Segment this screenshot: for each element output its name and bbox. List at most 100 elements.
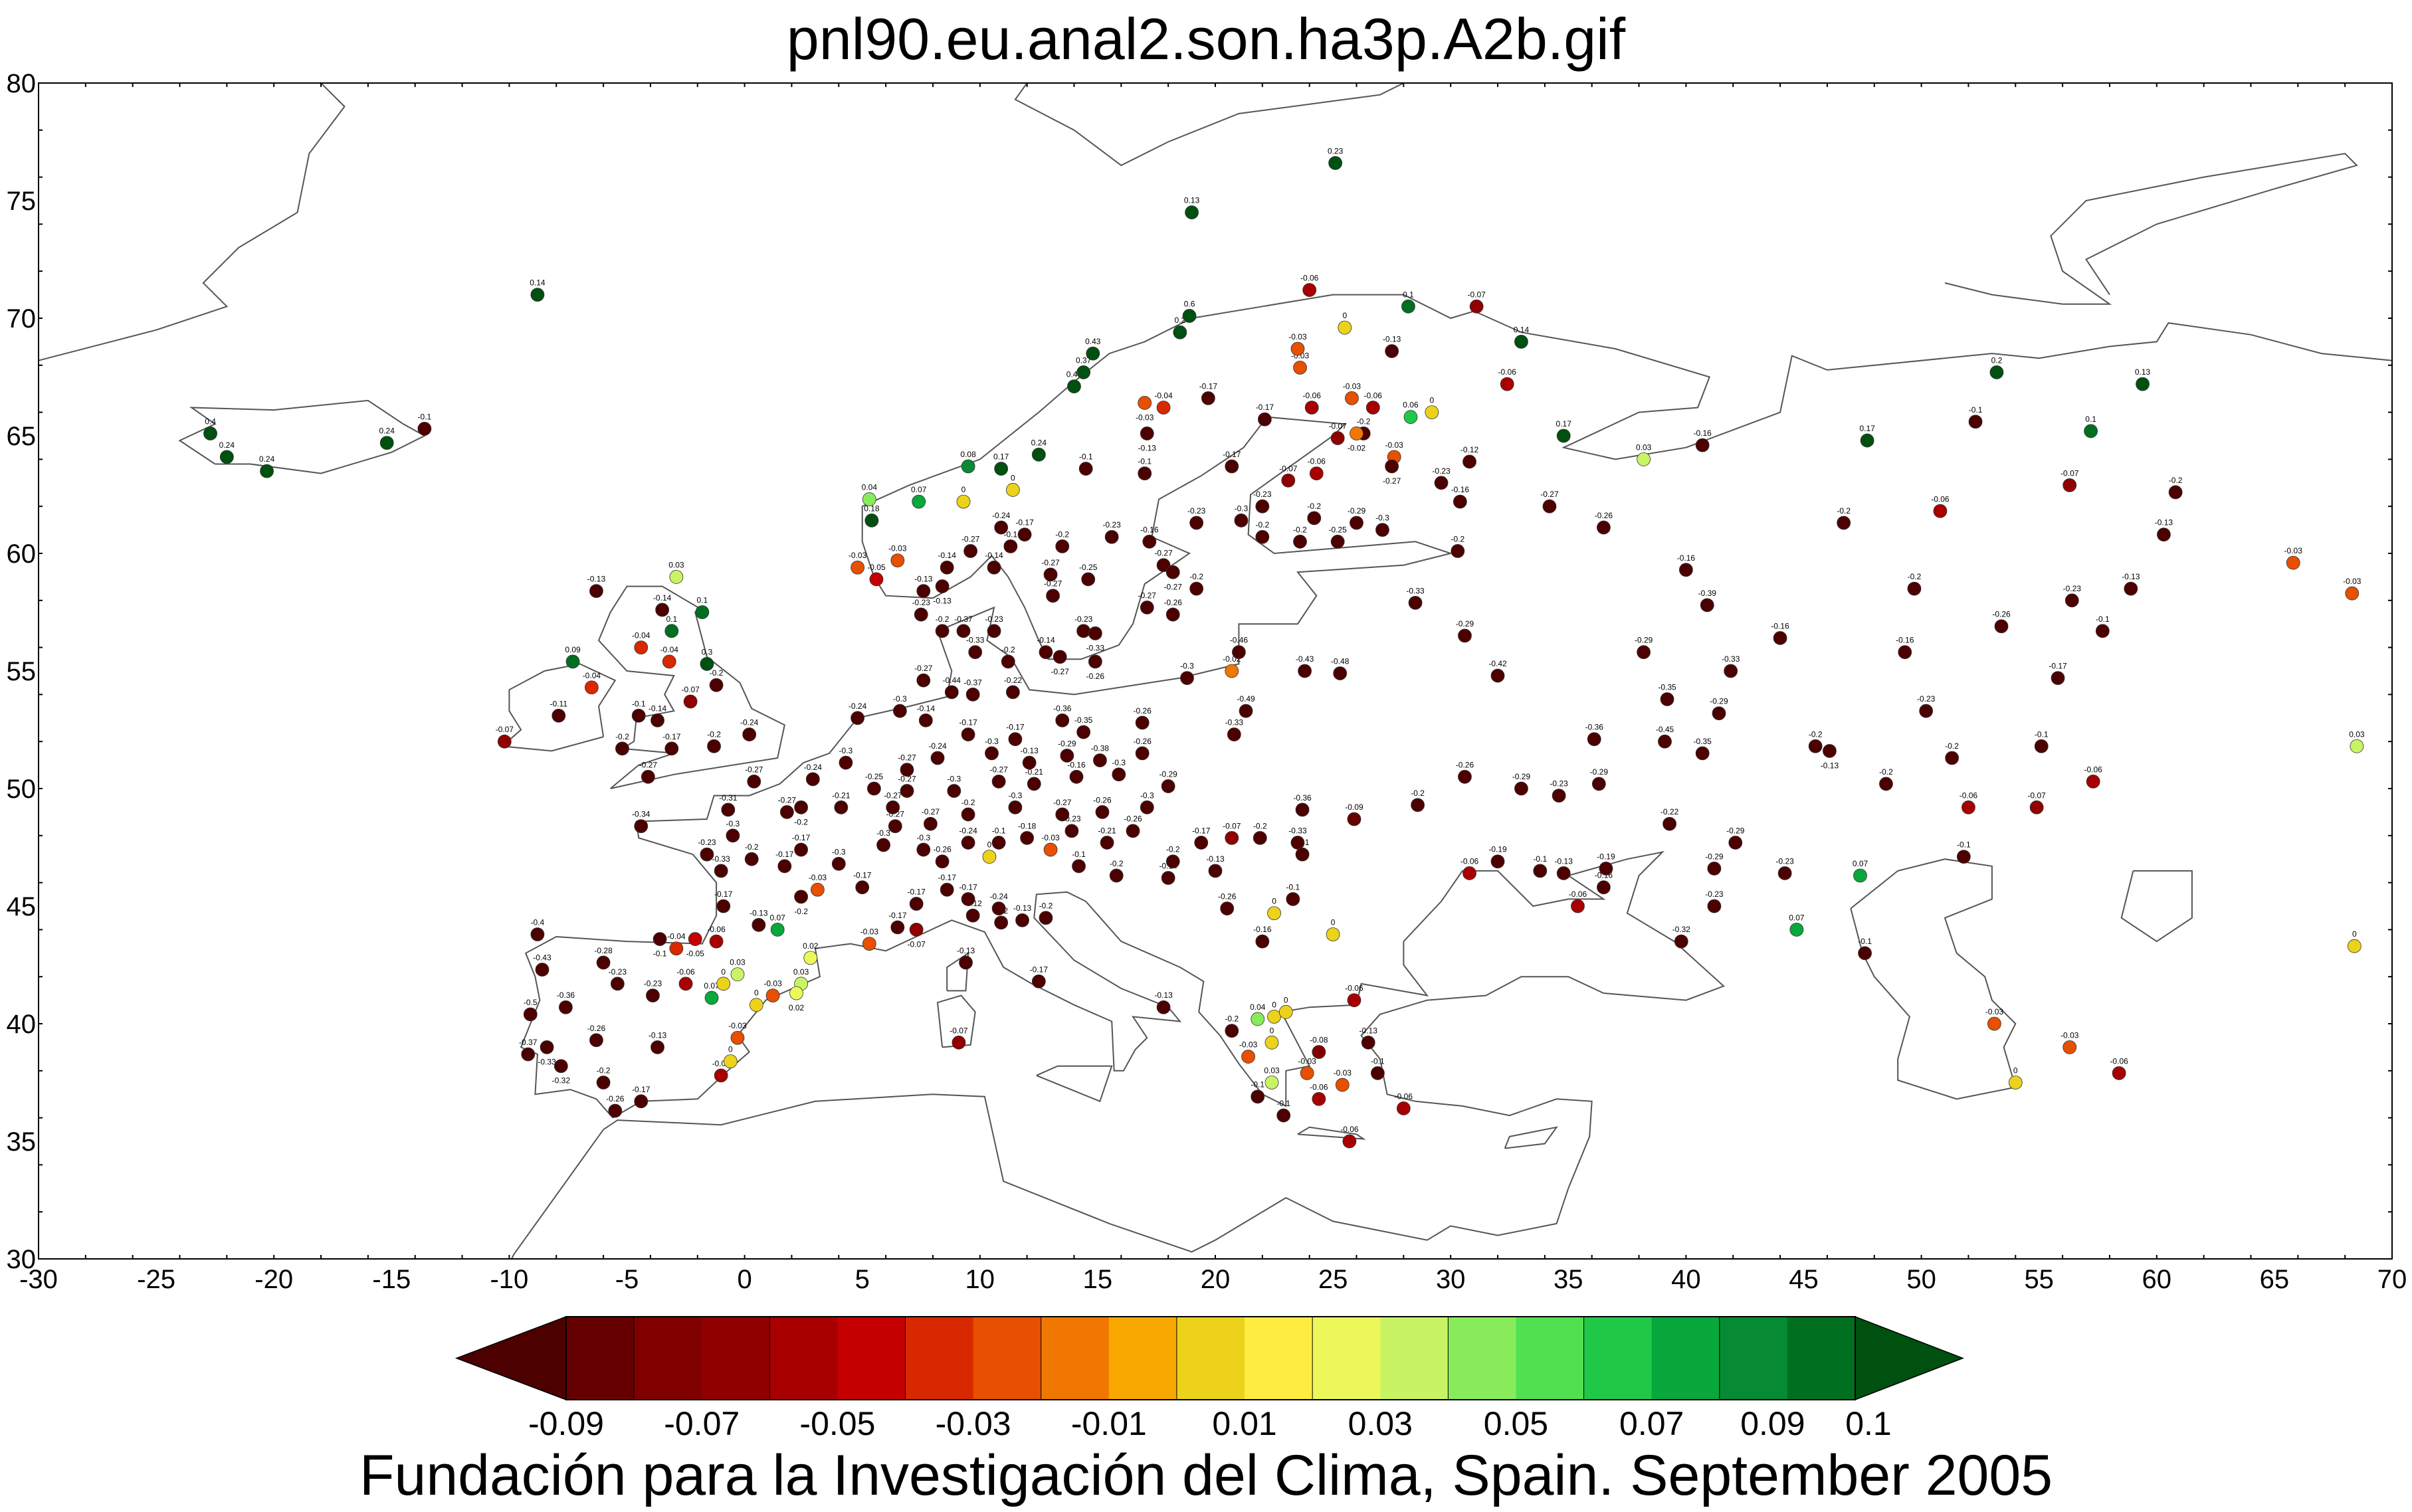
station-marker[interactable] [1411, 798, 1425, 812]
station-marker[interactable] [789, 986, 803, 1000]
station-marker[interactable] [867, 781, 881, 796]
station-marker[interactable] [811, 882, 825, 897]
station-marker[interactable] [851, 711, 865, 725]
station-marker[interactable] [1728, 836, 1743, 850]
station-marker[interactable] [864, 514, 879, 527]
station-marker[interactable] [892, 704, 907, 718]
station-marker[interactable] [1345, 391, 1359, 405]
station-marker[interactable] [610, 977, 625, 991]
station-marker[interactable] [1674, 934, 1688, 949]
station-marker[interactable] [1078, 462, 1093, 476]
station-marker[interactable] [1140, 426, 1154, 440]
station-marker[interactable] [1253, 830, 1267, 845]
station-marker[interactable] [2008, 1076, 2023, 1089]
station-marker[interactable] [890, 920, 905, 935]
station-marker[interactable] [1347, 993, 1361, 1007]
station-marker[interactable] [916, 584, 931, 599]
station-marker[interactable] [497, 734, 512, 749]
station-marker[interactable] [1126, 824, 1140, 838]
station-marker[interactable] [1469, 299, 1484, 314]
station-marker[interactable] [540, 1040, 554, 1054]
station-marker[interactable] [947, 784, 961, 798]
station-marker[interactable] [1081, 572, 1096, 587]
station-marker[interactable] [987, 624, 1001, 638]
station-marker[interactable] [1907, 581, 1922, 596]
station-marker[interactable] [1837, 516, 1851, 530]
station-marker[interactable] [1088, 654, 1102, 669]
station-marker[interactable] [1173, 325, 1187, 339]
station-marker[interactable] [1302, 283, 1317, 297]
station-marker[interactable] [1514, 781, 1528, 796]
station-marker[interactable] [1330, 431, 1345, 445]
station-marker[interactable] [803, 951, 818, 965]
station-marker[interactable] [2084, 424, 2098, 438]
station-marker[interactable] [1104, 529, 1119, 544]
station-marker[interactable] [909, 923, 924, 937]
station-marker[interactable] [1695, 746, 1710, 761]
station-marker[interactable] [777, 859, 792, 874]
station-marker[interactable] [944, 685, 959, 700]
station-marker[interactable] [1165, 607, 1180, 622]
station-marker[interactable] [1552, 789, 1566, 803]
station-marker[interactable] [596, 955, 611, 970]
station-marker[interactable] [1347, 812, 1361, 826]
station-marker[interactable] [900, 763, 914, 777]
station-marker[interactable] [961, 892, 975, 906]
station-marker[interactable] [1015, 913, 1029, 927]
station-marker[interactable] [1370, 1066, 1385, 1080]
station-marker[interactable] [1700, 598, 1714, 613]
station-marker[interactable] [1490, 854, 1505, 869]
station-marker[interactable] [794, 842, 809, 857]
station-marker[interactable] [1773, 631, 1787, 645]
station-marker[interactable] [664, 624, 679, 638]
station-marker[interactable] [1138, 466, 1152, 481]
station-marker[interactable] [1088, 626, 1102, 640]
station-marker[interactable] [596, 1076, 611, 1089]
station-marker[interactable] [742, 727, 757, 741]
station-marker[interactable] [1678, 563, 1693, 577]
station-marker[interactable] [930, 751, 945, 765]
station-marker[interactable] [589, 1033, 603, 1048]
station-marker[interactable] [1251, 1012, 1265, 1026]
station-marker[interactable] [1451, 544, 1465, 558]
station-marker[interactable] [916, 673, 931, 688]
station-marker[interactable] [2157, 527, 2171, 542]
station-marker[interactable] [1375, 523, 1389, 537]
station-marker[interactable] [1342, 1134, 1357, 1149]
station-marker[interactable] [1462, 454, 1476, 469]
station-marker[interactable] [752, 917, 766, 932]
station-marker[interactable] [1053, 650, 1067, 664]
station-marker[interactable] [1225, 830, 1239, 845]
station-marker[interactable] [683, 694, 698, 709]
station-marker[interactable] [1571, 899, 1585, 913]
station-marker[interactable] [862, 492, 876, 506]
station-marker[interactable] [1385, 459, 1399, 474]
station-marker[interactable] [695, 605, 710, 619]
station-marker[interactable] [1156, 558, 1171, 573]
station-marker[interactable] [730, 1030, 745, 1045]
station-marker[interactable] [1046, 589, 1060, 603]
station-marker[interactable] [1335, 1078, 1350, 1092]
station-marker[interactable] [530, 927, 545, 941]
station-marker[interactable] [805, 772, 820, 787]
station-marker[interactable] [530, 288, 545, 302]
station-marker[interactable] [1956, 850, 1971, 864]
station-marker[interactable] [961, 807, 975, 822]
station-marker[interactable] [956, 494, 971, 509]
station-marker[interactable] [1637, 645, 1651, 660]
station-marker[interactable] [1401, 299, 1415, 314]
station-marker[interactable] [1220, 901, 1235, 915]
station-marker[interactable] [1112, 767, 1126, 782]
station-marker[interactable] [987, 560, 1001, 575]
station-marker[interactable] [1777, 866, 1792, 880]
station-marker[interactable] [2034, 739, 2049, 753]
station-marker[interactable] [1989, 365, 2004, 379]
station-marker[interactable] [1860, 433, 1874, 448]
station-marker[interactable] [1194, 836, 1209, 850]
station-marker[interactable] [1251, 1089, 1265, 1104]
station-marker[interactable] [994, 915, 1009, 930]
station-marker[interactable] [1453, 494, 1467, 509]
station-marker[interactable] [714, 1068, 728, 1083]
station-marker[interactable] [1264, 1076, 1279, 1089]
station-marker[interactable] [1295, 847, 1310, 862]
